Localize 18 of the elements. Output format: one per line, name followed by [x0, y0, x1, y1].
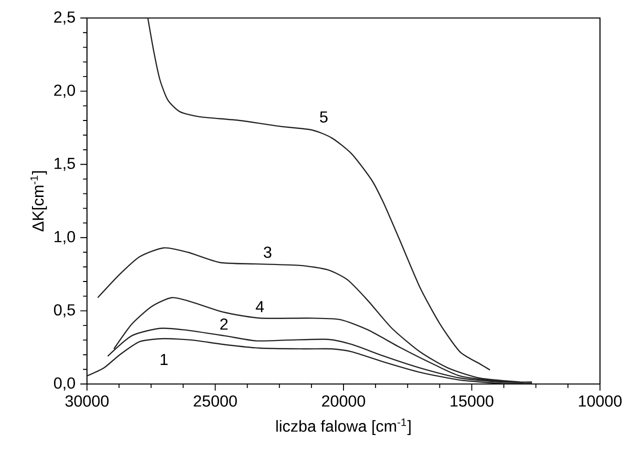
x-tick-label: 20000 [322, 395, 366, 407]
series-label: 3 [264, 246, 272, 258]
y-axis-title: ΔK[cm$^{-1}$] [30, 171, 47, 232]
series-label: 4 [256, 301, 264, 312]
y-tick-label: 0,5 [54, 304, 75, 318]
y-tick-label: 0,0 [54, 377, 75, 391]
y-tick-label: 1,5 [54, 158, 75, 171]
x-tick-label: 30000 [65, 395, 109, 407]
x-tick-label: 10000 [578, 395, 622, 407]
x-tick-label: 25000 [194, 395, 237, 407]
series-label: 5 [320, 111, 328, 123]
x-axis-title: liczba falowa [cm$^{-1}$] [276, 418, 411, 435]
y-tick-label: 2,0 [54, 84, 75, 98]
x-tick-label: 15000 [450, 395, 494, 407]
series-label: 1 [160, 354, 168, 366]
y-tick-label: 1,0 [54, 231, 75, 244]
series-label: 2 [220, 318, 228, 330]
y-tick-label: 2,5 [54, 11, 75, 25]
